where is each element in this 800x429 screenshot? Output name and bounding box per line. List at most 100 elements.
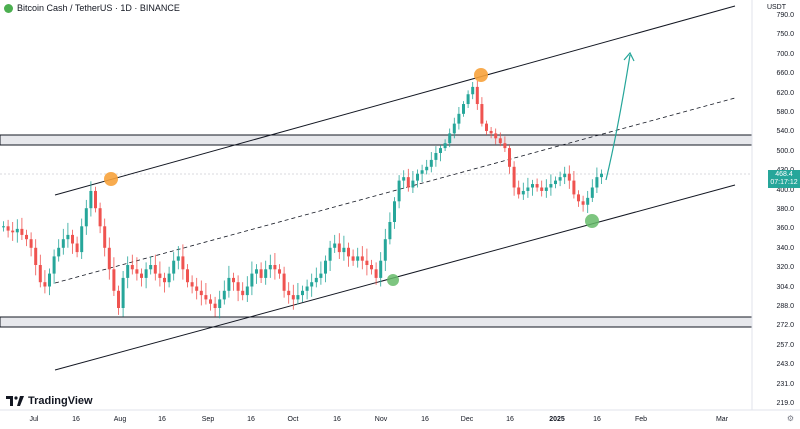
candle-up	[397, 180, 401, 202]
candle-up	[126, 265, 130, 278]
candle-up	[2, 226, 5, 228]
last-price-value: 468.4	[775, 171, 793, 178]
price-tick-label: 340.0	[776, 244, 794, 252]
candle-down	[508, 148, 511, 167]
candle-up	[466, 94, 470, 105]
candle-down	[278, 269, 281, 274]
candle-down	[181, 256, 185, 270]
candle-down	[480, 104, 484, 124]
candle-up	[149, 265, 153, 270]
swing-low-marker	[585, 214, 599, 228]
candle-up	[356, 256, 360, 261]
candle-down	[199, 290, 203, 296]
tradingview-wordmark: TradingView	[28, 395, 93, 407]
candle-up	[245, 286, 249, 296]
candle-up	[84, 208, 88, 227]
candle-down	[572, 180, 576, 195]
candle-down	[20, 228, 24, 235]
candle-down	[503, 143, 507, 149]
candle-up	[222, 290, 226, 300]
candle-up	[48, 273, 51, 287]
candle-up	[420, 170, 424, 174]
candle-up	[452, 123, 456, 134]
price-tick-label: 400.0	[776, 186, 794, 194]
candle-up	[227, 277, 231, 291]
candle-up	[89, 190, 93, 209]
candle-up	[595, 177, 599, 188]
tradingview-logo[interactable]: TradingView	[6, 395, 93, 407]
candle-up	[521, 190, 525, 195]
gear-icon[interactable]: ⚙	[786, 414, 794, 423]
projection-arrow	[605, 54, 631, 181]
time-tick-label: Sep	[201, 416, 215, 423]
candle-down	[259, 269, 263, 278]
candle-down	[71, 234, 74, 244]
candle-down	[140, 273, 143, 278]
candle-down	[535, 184, 539, 188]
candle-down	[567, 173, 571, 181]
candle-down	[291, 295, 295, 300]
candle-down	[209, 299, 212, 304]
swing-low-marker	[387, 274, 399, 286]
price-tick-label: 700.0	[776, 50, 794, 58]
candle-up	[66, 234, 70, 240]
price-tick-label: 660.0	[776, 70, 794, 78]
candle-up	[314, 277, 318, 283]
channel-middle-line	[54, 97, 736, 284]
candle-down	[38, 265, 42, 283]
candle-up	[268, 265, 272, 270]
candle-up	[462, 104, 465, 114]
candle-down	[273, 265, 277, 270]
time-tick-label: Aug	[113, 416, 127, 423]
time-tick-label: Dec	[460, 416, 474, 423]
candle-up	[144, 269, 148, 278]
candle-up	[305, 286, 309, 291]
candle-down	[347, 247, 350, 257]
candle-up	[167, 273, 171, 283]
candle-up	[250, 273, 254, 287]
price-tick-label: 750.0	[776, 31, 794, 39]
candle-down	[130, 265, 134, 270]
candle-up	[544, 187, 548, 191]
candle-down	[103, 226, 107, 248]
candle-up	[176, 256, 180, 261]
currency-label[interactable]: USDT	[766, 4, 786, 11]
candle-down	[370, 265, 373, 270]
candle-up	[416, 173, 419, 181]
candle-down	[153, 265, 157, 274]
candle-up	[15, 228, 19, 233]
candle-up	[439, 148, 442, 153]
time-tick-label: 2025	[549, 416, 565, 423]
candle-up	[558, 177, 562, 181]
price-tick-label: 790.0	[776, 12, 794, 19]
candle-up	[310, 282, 314, 287]
candle-up	[425, 166, 429, 171]
price-tick-label: 243.0	[776, 361, 794, 369]
candle-down	[112, 269, 116, 291]
candle-down	[475, 86, 479, 105]
price-tick-label: 304.0	[776, 283, 794, 291]
candle-down	[351, 256, 355, 261]
candle-up	[554, 180, 557, 185]
candle-up	[434, 153, 438, 160]
candle-down	[204, 295, 208, 300]
candle-down	[98, 208, 102, 227]
candle-down	[494, 133, 498, 139]
candle-down	[29, 239, 33, 248]
candle-up	[324, 260, 327, 274]
tradingview-logo-icon	[6, 396, 24, 406]
candle-up	[600, 173, 603, 178]
symbol-title[interactable]: Bitcoin Cash / TetherUS · 1D · BINANCE	[17, 3, 180, 13]
candle-down	[135, 269, 139, 274]
time-tick-label: 16	[333, 416, 341, 423]
candle-up	[526, 187, 530, 191]
candle-up	[388, 222, 392, 240]
time-tick-label: Jul	[29, 416, 39, 423]
price-tick-label: 257.0	[776, 341, 794, 349]
price-tick-label: 219.0	[776, 400, 794, 407]
candle-down	[498, 138, 502, 144]
candle-up	[57, 247, 61, 257]
candle-down	[6, 226, 10, 231]
